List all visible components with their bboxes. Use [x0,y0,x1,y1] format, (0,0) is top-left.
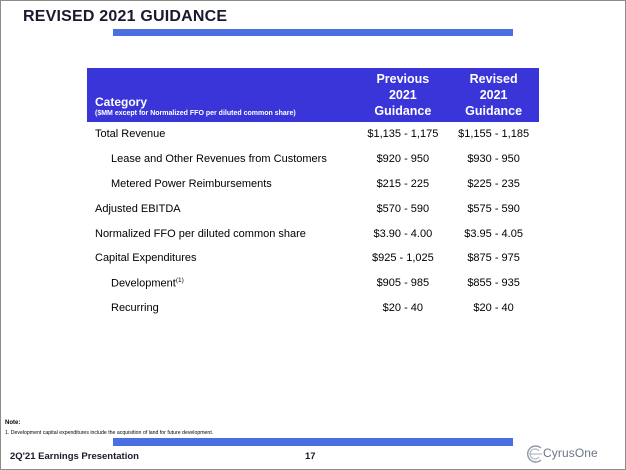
revised-value: $875 - 975 [467,252,520,265]
previous-value: $570 - 590 [376,202,430,215]
table-row: Total Revenue $1,135 - 1,175 $1,155 - 1,… [87,122,539,147]
header-category: Category ($MM except for Normalized FFO … [87,68,358,122]
row-label: Capital Expenditures [95,252,197,265]
page-number: 17 [305,451,316,462]
row-label: Total Revenue [95,128,166,141]
revised-value: $20 - 40 [473,301,514,314]
previous-value: $20 - 40 [382,301,424,314]
header-previous-line: 2021 [388,88,417,102]
header-category-label: Category [95,95,148,109]
row-label-cell: Development(1) [87,271,358,296]
header-previous-guidance: Previous 2021 Guidance [357,68,449,122]
previous-value: $925 - 1,025 [371,252,434,265]
row-label: Normalized FFO per diluted common share [95,227,306,240]
revised-value: $855 - 935 [467,277,520,290]
table-row: Development(1) $905 - 985 $855 - 935 [87,271,539,296]
header-revised-line: 2021 [479,88,508,102]
slide-title: REVISED 2021 GUIDANCE [23,8,228,25]
previous-value: $1,135 - 1,175 [367,128,439,141]
cyrusone-logo-icon [527,445,542,463]
row-label: Lease and Other Revenues from Customers [111,153,327,166]
header-previous-line: Guidance [374,104,432,118]
header-revised-guidance: Revised 2021 Guidance [448,68,539,122]
row-label: Recurring [111,301,159,314]
row-label: Development [111,277,176,290]
logo-text: CyrusOne [543,446,598,460]
table-header-row: Category ($MM except for Normalized FFO … [87,68,539,122]
previous-value: $3.90 - 4.00 [373,227,433,240]
previous-value: $905 - 985 [376,277,430,290]
header-previous-line: Previous [376,72,430,86]
presentation-label: 2Q'21 Earnings Presentation [10,451,139,462]
table-row: Recurring $20 - 40 $20 - 40 [87,296,539,321]
header-revised-line: Guidance [465,104,523,118]
row-label: Adjusted EBITDA [95,202,181,215]
guidance-table: Category ($MM except for Normalized FFO … [87,68,539,320]
table-row: Adjusted EBITDA $570 - 590 $575 - 590 [87,196,539,221]
revised-value: $3.95 - 4.05 [464,227,523,240]
footnote-text: 1. Development capital expenditures incl… [5,430,214,436]
table-row: Capital Expenditures $925 - 1,025 $875 -… [87,246,539,271]
header-category-sublabel: ($MM except for Normalized FFO per dilut… [95,110,296,117]
header-revised-line: Revised [469,72,518,86]
revised-value: $930 - 950 [467,153,520,166]
revised-value: $1,155 - 1,185 [458,128,530,141]
revised-value: $575 - 590 [467,202,520,215]
table-row: Normalized FFO per diluted common share … [87,221,539,246]
footnote-ref: (1) [175,276,184,284]
cyrusone-logo: CyrusOne [526,443,622,465]
table-row: Metered Power Reimbursements $215 - 225 … [87,172,539,197]
footer-accent-bar [113,438,513,446]
previous-value: $920 - 950 [376,153,430,166]
title-accent-bar [113,29,513,36]
note-title: Note: [5,420,21,426]
row-label: Metered Power Reimbursements [111,177,272,190]
table-row: Lease and Other Revenues from Customers … [87,147,539,172]
previous-value: $215 - 225 [376,177,430,190]
revised-value: $225 - 235 [467,177,520,190]
